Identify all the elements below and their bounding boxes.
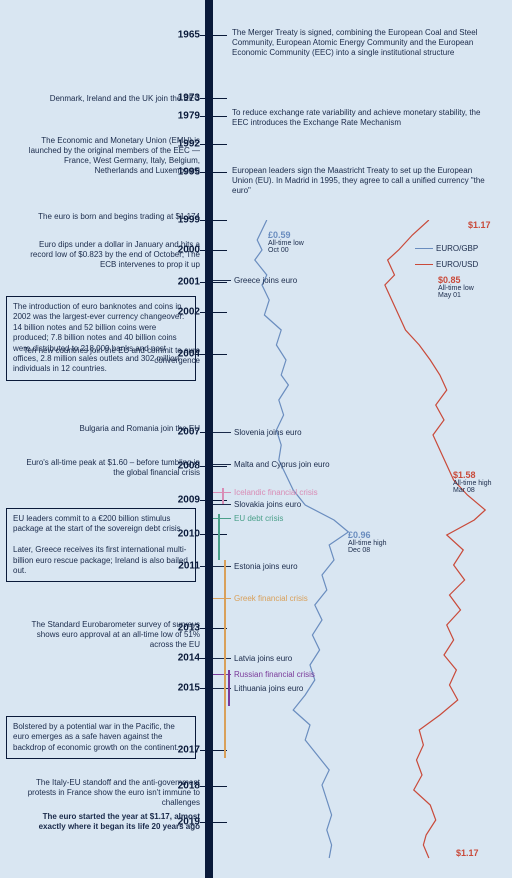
- info-box-0: The introduction of euro banknotes and c…: [6, 296, 196, 381]
- event-1: Slovenia joins euro: [234, 428, 302, 437]
- event-3: Icelandic financial crisis: [234, 488, 318, 497]
- event-5: EU debt crisis: [234, 514, 283, 523]
- event-0: Greece joins euro: [234, 276, 297, 285]
- left-anno-3: Euro dips under a dollar in January and …: [20, 240, 200, 270]
- price-label-5: $1.17: [456, 848, 479, 858]
- right-anno-2: European leaders sign the Maastricht Tre…: [232, 166, 492, 196]
- crisis-bar-2: [224, 560, 226, 758]
- price-label-4: £0.96All-time highDec 08: [348, 530, 387, 554]
- info-box-2: Bolstered by a potential war in the Paci…: [6, 716, 196, 759]
- legend-gbp: EURO/GBP: [415, 244, 478, 253]
- crisis-bar-3: [228, 670, 230, 706]
- event-9: Russian financial crisis: [234, 670, 315, 679]
- info-box-1: EU leaders commit to a €200 billion stim…: [6, 508, 196, 582]
- event-2: Malta and Cyprus join euro: [234, 460, 330, 469]
- event-4: Slovakia joins euro: [234, 500, 301, 509]
- crisis-bar-0: [222, 488, 224, 504]
- final-bold: The euro started the year at $1.17, almo…: [20, 812, 200, 832]
- crisis-bar-1: [218, 514, 220, 560]
- price-label-3: $1.58All-time highMar 08: [453, 470, 492, 494]
- legend-usd: EURO/USD: [415, 260, 478, 269]
- price-label-0: $1.17: [468, 220, 491, 230]
- left-anno-7: The Standard Eurobarometer survey of sur…: [20, 620, 200, 650]
- right-anno-1: To reduce exchange rate variability and …: [232, 108, 492, 128]
- left-anno-6: Euro's all-time peak at $1.60 – before t…: [20, 458, 200, 478]
- left-anno-0: Denmark, Ireland and the UK join the EEC: [20, 94, 200, 104]
- event-10: Lithuania joins euro: [234, 684, 303, 693]
- left-anno-2: The euro is born and begins trading at $…: [20, 212, 200, 222]
- timeline-axis: [205, 0, 213, 878]
- price-label-1: £0.59All-time lowOct 00: [268, 230, 304, 254]
- left-anno-1: The Economic and Monetary Union (EMU) is…: [20, 136, 200, 176]
- right-anno-0: The Merger Treaty is signed, combining t…: [232, 28, 492, 58]
- event-7: Greek financial crisis: [234, 594, 308, 603]
- event-6: Estonia joins euro: [234, 562, 298, 571]
- left-anno-8: The Italy-EU standoff and the anti-gover…: [20, 778, 200, 808]
- price-label-2: $0.85All-time lowMay 01: [438, 275, 474, 299]
- left-anno-5: Bulgaria and Romania join the EU: [20, 424, 200, 434]
- event-8: Latvia joins euro: [234, 654, 292, 663]
